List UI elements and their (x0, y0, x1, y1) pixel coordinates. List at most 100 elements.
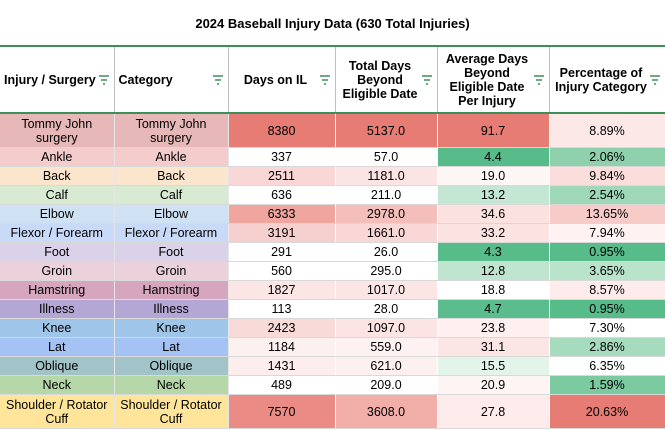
cell-category[interactable]: Back (114, 166, 229, 186)
cell-days-on-il[interactable]: 291 (228, 242, 336, 262)
cell-average-days[interactable]: 23.8 (437, 318, 550, 338)
cell-injury[interactable]: Calf (0, 185, 115, 205)
cell-injury[interactable]: Illness (0, 299, 115, 319)
cell-average-days[interactable]: 4.7 (437, 299, 550, 319)
cell-injury[interactable]: Knee (0, 318, 115, 338)
cell-total-days[interactable]: 1017.0 (335, 280, 438, 300)
cell-days-on-il[interactable]: 2511 (228, 166, 336, 186)
cell-average-days[interactable]: 20.9 (437, 375, 550, 395)
cell-total-days[interactable]: 1661.0 (335, 223, 438, 243)
cell-category[interactable]: Knee (114, 318, 229, 338)
cell-percentage[interactable]: 2.06% (549, 147, 665, 167)
cell-percentage[interactable]: 9.84% (549, 166, 665, 186)
cell-total-days[interactable]: 5137.0 (335, 113, 438, 148)
cell-average-days[interactable]: 34.6 (437, 204, 550, 224)
cell-average-days[interactable]: 31.1 (437, 337, 550, 357)
cell-days-on-il[interactable]: 636 (228, 185, 336, 205)
cell-average-days[interactable]: 4.4 (437, 147, 550, 167)
cell-average-days[interactable]: 18.8 (437, 280, 550, 300)
cell-percentage[interactable]: 13.65% (549, 204, 665, 224)
cell-category[interactable]: Flexor / Forearm (114, 223, 229, 243)
cell-injury[interactable]: Elbow (0, 204, 115, 224)
cell-injury[interactable]: Lat (0, 337, 115, 357)
cell-category[interactable]: Elbow (114, 204, 229, 224)
cell-percentage[interactable]: 8.89% (549, 113, 665, 148)
cell-average-days[interactable]: 33.2 (437, 223, 550, 243)
cell-injury[interactable]: Flexor / Forearm (0, 223, 115, 243)
cell-category[interactable]: Neck (114, 375, 229, 395)
cell-category[interactable]: Hamstring (114, 280, 229, 300)
cell-total-days[interactable]: 621.0 (335, 356, 438, 376)
cell-injury[interactable]: Oblique (0, 356, 115, 376)
cell-percentage[interactable]: 0.95% (549, 242, 665, 262)
cell-average-days[interactable]: 4.3 (437, 242, 550, 262)
column-header-average-days[interactable]: Average Days Beyond Eligible Date Per In… (437, 47, 550, 114)
cell-category[interactable]: Tommy John surgery (114, 113, 229, 148)
cell-percentage[interactable]: 6.35% (549, 356, 665, 376)
cell-percentage[interactable]: 2.54% (549, 185, 665, 205)
cell-injury[interactable]: Back (0, 166, 115, 186)
filter-icon[interactable] (649, 74, 661, 85)
cell-days-on-il[interactable]: 113 (228, 299, 336, 319)
cell-injury[interactable]: Tommy John surgery (0, 113, 115, 148)
cell-average-days[interactable]: 15.5 (437, 356, 550, 376)
cell-days-on-il[interactable]: 1431 (228, 356, 336, 376)
cell-injury[interactable]: Neck (0, 375, 115, 395)
cell-percentage[interactable]: 20.63% (549, 394, 665, 429)
cell-category[interactable]: Illness (114, 299, 229, 319)
cell-average-days[interactable]: 19.0 (437, 166, 550, 186)
cell-total-days[interactable]: 2978.0 (335, 204, 438, 224)
cell-average-days[interactable]: 27.8 (437, 394, 550, 429)
cell-category[interactable]: Foot (114, 242, 229, 262)
cell-category[interactable]: Oblique (114, 356, 229, 376)
column-header-category[interactable]: Category (114, 47, 229, 114)
column-header-injury[interactable]: Injury / Surgery (0, 47, 115, 114)
cell-average-days[interactable]: 13.2 (437, 185, 550, 205)
cell-days-on-il[interactable]: 1184 (228, 337, 336, 357)
cell-total-days[interactable]: 57.0 (335, 147, 438, 167)
cell-days-on-il[interactable]: 560 (228, 261, 336, 281)
cell-days-on-il[interactable]: 489 (228, 375, 336, 395)
column-header-days-on-il[interactable]: Days on IL (228, 47, 336, 114)
cell-days-on-il[interactable]: 8380 (228, 113, 336, 148)
cell-category[interactable]: Calf (114, 185, 229, 205)
cell-total-days[interactable]: 3608.0 (335, 394, 438, 429)
cell-category[interactable]: Ankle (114, 147, 229, 167)
filter-icon[interactable] (421, 74, 433, 85)
filter-icon[interactable] (98, 74, 110, 85)
cell-total-days[interactable]: 209.0 (335, 375, 438, 395)
cell-injury[interactable]: Shoulder / Rotator Cuff (0, 394, 115, 429)
cell-days-on-il[interactable]: 7570 (228, 394, 336, 429)
column-header-percentage[interactable]: Percentage of Injury Category (549, 47, 665, 114)
cell-days-on-il[interactable]: 6333 (228, 204, 336, 224)
cell-total-days[interactable]: 295.0 (335, 261, 438, 281)
filter-icon[interactable] (319, 74, 331, 85)
cell-percentage[interactable]: 0.95% (549, 299, 665, 319)
cell-injury[interactable]: Ankle (0, 147, 115, 167)
cell-category[interactable]: Groin (114, 261, 229, 281)
cell-total-days[interactable]: 28.0 (335, 299, 438, 319)
cell-injury[interactable]: Hamstring (0, 280, 115, 300)
cell-category[interactable]: Lat (114, 337, 229, 357)
cell-injury[interactable]: Foot (0, 242, 115, 262)
filter-icon[interactable] (533, 74, 545, 85)
cell-percentage[interactable]: 8.57% (549, 280, 665, 300)
cell-percentage[interactable]: 1.59% (549, 375, 665, 395)
cell-category[interactable]: Shoulder / Rotator Cuff (114, 394, 229, 429)
cell-days-on-il[interactable]: 1827 (228, 280, 336, 300)
cell-percentage[interactable]: 2.86% (549, 337, 665, 357)
cell-days-on-il[interactable]: 337 (228, 147, 336, 167)
cell-total-days[interactable]: 559.0 (335, 337, 438, 357)
cell-injury[interactable]: Groin (0, 261, 115, 281)
cell-total-days[interactable]: 1181.0 (335, 166, 438, 186)
cell-percentage[interactable]: 3.65% (549, 261, 665, 281)
cell-average-days[interactable]: 91.7 (437, 113, 550, 148)
cell-days-on-il[interactable]: 3191 (228, 223, 336, 243)
cell-percentage[interactable]: 7.30% (549, 318, 665, 338)
cell-days-on-il[interactable]: 2423 (228, 318, 336, 338)
cell-average-days[interactable]: 12.8 (437, 261, 550, 281)
filter-icon[interactable] (212, 74, 224, 85)
column-header-total-days[interactable]: Total Days Beyond Eligible Date (335, 47, 438, 114)
cell-total-days[interactable]: 211.0 (335, 185, 438, 205)
cell-percentage[interactable]: 7.94% (549, 223, 665, 243)
